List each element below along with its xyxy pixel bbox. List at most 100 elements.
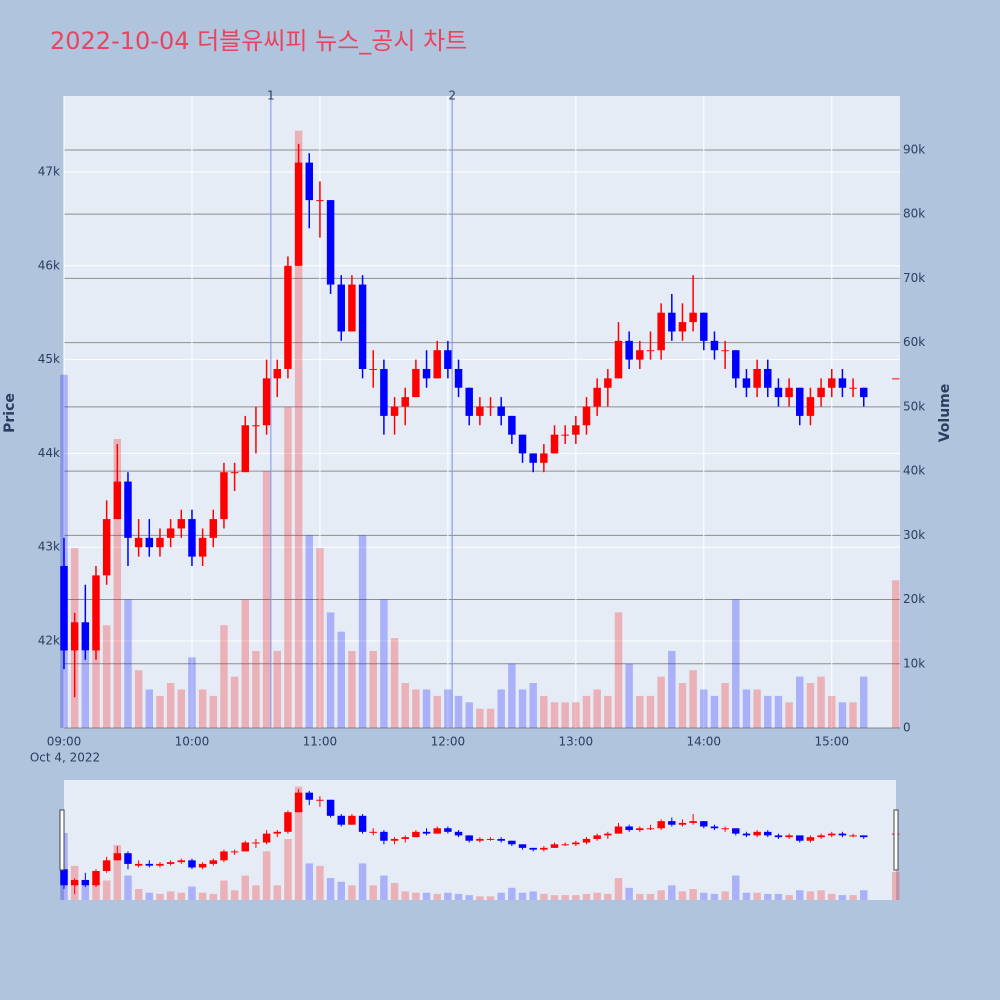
- candle-body: [198, 863, 207, 868]
- candle-body: [273, 831, 281, 834]
- volume-bar: [433, 893, 441, 900]
- volume-bar: [444, 892, 452, 900]
- volume-bar: [742, 689, 751, 728]
- y-tick-label: 44k: [38, 446, 60, 460]
- candle-body: [572, 425, 580, 435]
- candle-body: [390, 838, 399, 841]
- volume-bar: [838, 702, 847, 728]
- candle-body: [646, 828, 655, 830]
- volume-bar: [742, 892, 751, 900]
- candle-body: [124, 481, 132, 538]
- candle-body: [721, 350, 729, 352]
- candle-body: [113, 853, 122, 861]
- candle-body: [838, 833, 847, 836]
- candle-body: [113, 481, 122, 520]
- y2-tick-label: 90k: [903, 142, 925, 156]
- y2-tick-label: 30k: [903, 528, 925, 542]
- candle-body: [817, 387, 825, 398]
- volume-bar: [220, 625, 228, 728]
- candle-body: [369, 368, 377, 370]
- volume-bar: [220, 880, 228, 900]
- candle-body: [753, 368, 761, 388]
- volume-bar: [508, 663, 516, 728]
- y-tick-label: 43k: [38, 540, 60, 554]
- volume-bar: [380, 599, 388, 728]
- volume-bar: [166, 891, 175, 900]
- volume-bar: [358, 863, 367, 900]
- candle-body: [817, 835, 825, 838]
- volume-bar: [465, 702, 473, 728]
- volume-bar: [241, 599, 250, 728]
- candle-body: [550, 844, 559, 848]
- candle-body: [305, 792, 313, 800]
- volume-bar: [625, 663, 633, 728]
- volume-bar: [550, 895, 559, 900]
- volume-bar: [348, 885, 356, 900]
- candle-body: [604, 378, 612, 388]
- volume-bar: [241, 875, 250, 900]
- volume-bar: [572, 702, 580, 728]
- volume-bar: [860, 890, 868, 900]
- candle-body: [422, 831, 431, 834]
- volume-bar: [497, 892, 505, 900]
- volume-bar: [262, 471, 271, 728]
- candle-body: [326, 200, 335, 285]
- candle-body: [156, 863, 164, 866]
- volume-bar: [806, 683, 815, 728]
- x-tick-label: 15:00: [814, 735, 849, 749]
- volume-bar: [102, 880, 111, 900]
- volume-bar: [252, 650, 260, 728]
- volume-bar: [582, 695, 591, 728]
- candle-body: [60, 565, 68, 651]
- candle-body: [518, 844, 527, 848]
- candle-body: [838, 378, 847, 388]
- candle-body: [273, 368, 281, 379]
- volume-bar: [550, 702, 559, 728]
- y2-tick-label: 50k: [903, 399, 925, 413]
- candle-body: [764, 368, 772, 388]
- volume-bar: [476, 896, 484, 900]
- volume-bar: [305, 535, 313, 728]
- volume-bar: [177, 892, 186, 900]
- volume-bar: [721, 683, 729, 728]
- candle-body: [561, 844, 569, 846]
- candle-body: [380, 831, 388, 841]
- candle-body: [465, 387, 473, 416]
- x-tick-label: 11:00: [303, 735, 338, 749]
- candle-body: [657, 312, 665, 351]
- volume-bar: [657, 890, 665, 900]
- volume-bar: [700, 892, 708, 900]
- candle-body: [316, 200, 324, 202]
- volume-bar: [81, 650, 90, 728]
- volume-bar: [518, 689, 527, 728]
- candle-body: [444, 350, 452, 369]
- volume-bar: [806, 891, 815, 900]
- candle-body: [284, 265, 292, 369]
- candle-body: [294, 792, 303, 813]
- candle-body: [689, 821, 697, 823]
- candle-body: [337, 815, 345, 825]
- volume-bar: [284, 839, 292, 900]
- candle-body: [241, 425, 250, 473]
- candle-body: [433, 350, 441, 379]
- volume-bar: [145, 892, 154, 900]
- candle-body: [177, 860, 186, 863]
- candle-body: [508, 840, 516, 845]
- volume-bar: [230, 890, 239, 900]
- candle-body: [614, 340, 623, 379]
- volume-bar: [636, 695, 644, 728]
- y-tick-label: 46k: [38, 258, 60, 272]
- candle-body: [444, 828, 452, 832]
- rangeslider-handle: [893, 809, 899, 871]
- candle-body: [582, 838, 591, 843]
- volume-bar: [209, 893, 218, 900]
- candle-body: [145, 537, 154, 548]
- volume-bar: [124, 599, 132, 728]
- volume-bar: [796, 890, 804, 900]
- volume-bar: [454, 695, 463, 728]
- volume-bar: [326, 878, 335, 900]
- volume-bar: [113, 845, 122, 900]
- volume-bar: [113, 438, 122, 728]
- candle-body: [348, 815, 356, 825]
